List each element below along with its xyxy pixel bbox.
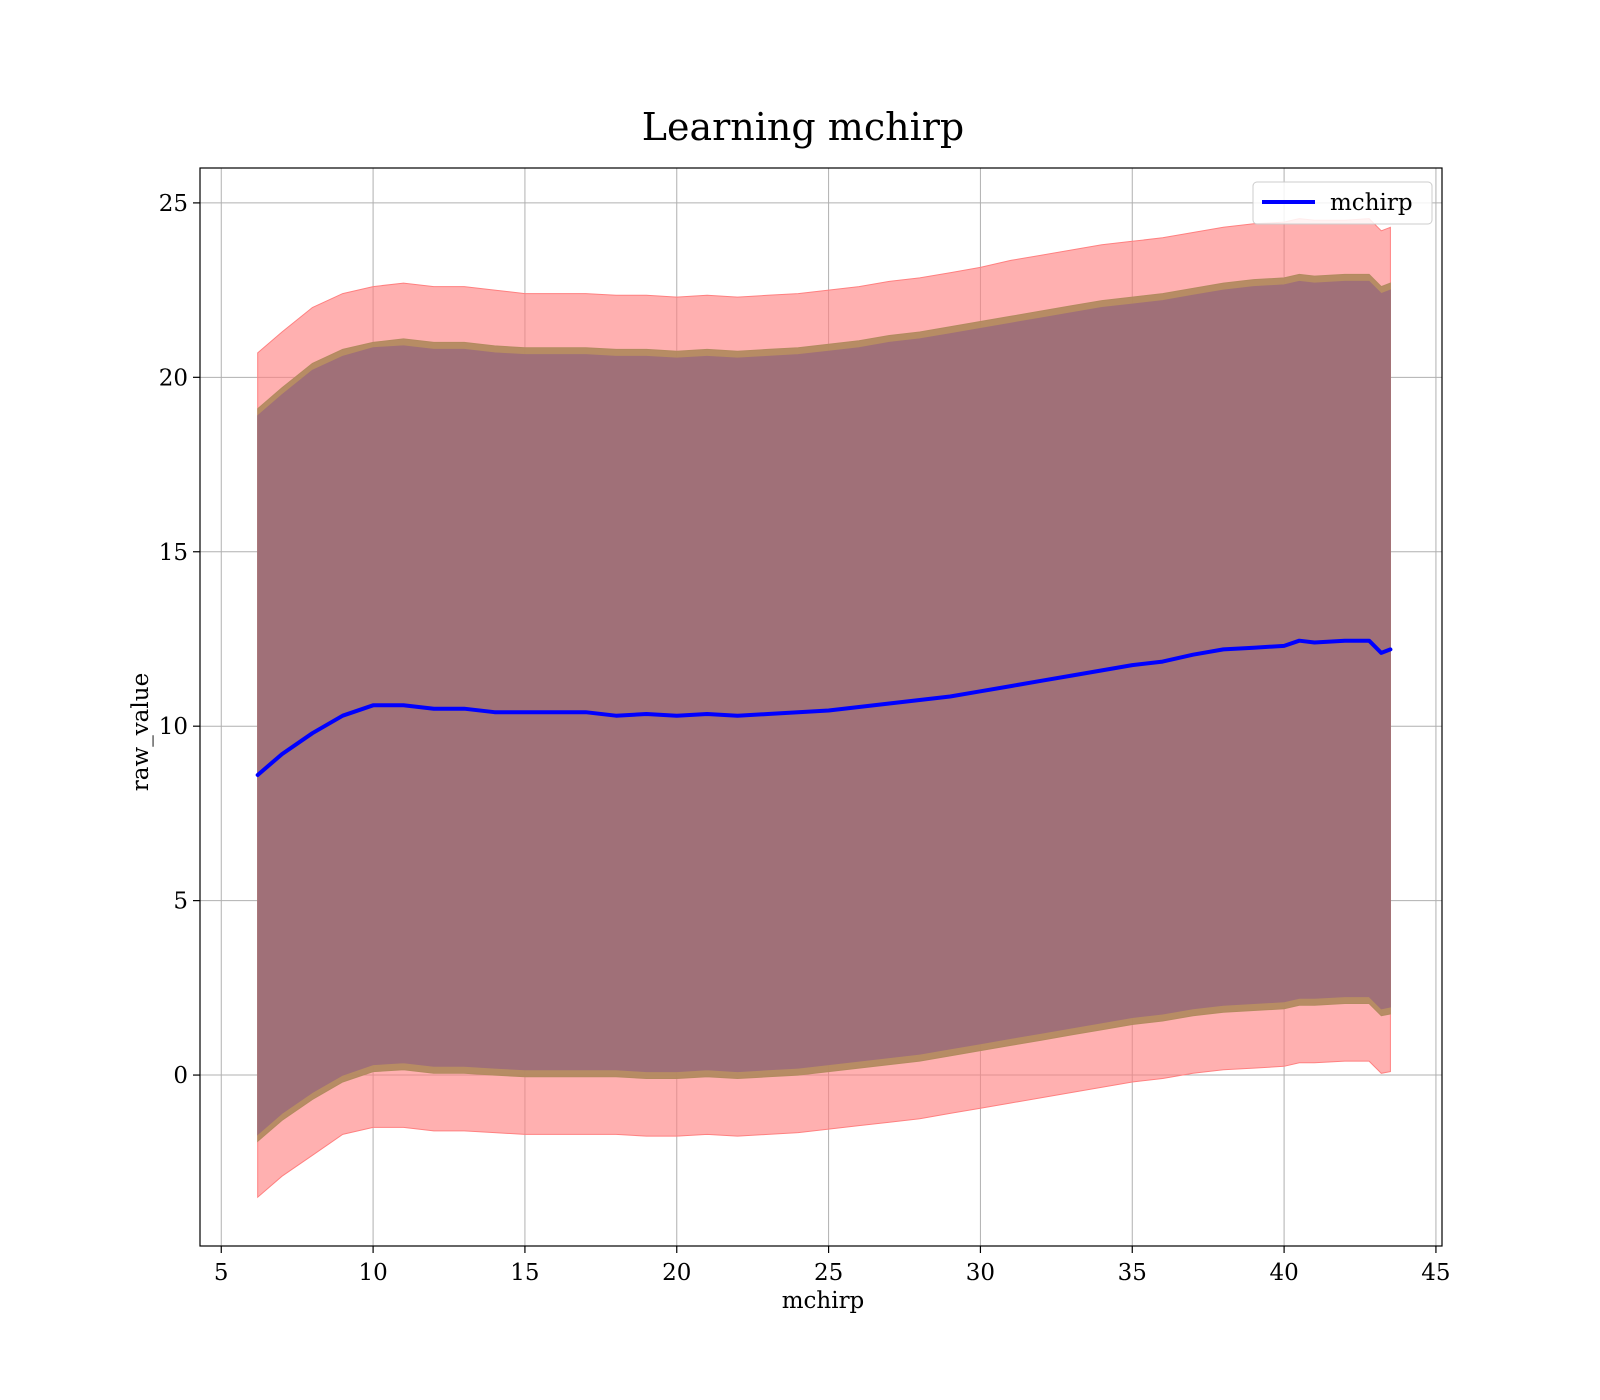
x-tick-label: 15 [510, 1260, 539, 1286]
chart-title: Learning mchirp [642, 105, 964, 149]
y-tick-label: 5 [173, 889, 188, 915]
x-tick-label: 10 [358, 1260, 387, 1286]
y-tick-label: 20 [159, 365, 188, 391]
x-axis-label: mchirp [782, 1288, 865, 1314]
x-tick-label: 45 [1421, 1260, 1450, 1286]
legend: mchirp [1252, 181, 1433, 225]
x-tick-label: 30 [966, 1260, 995, 1286]
y-axis-label: raw_value [128, 673, 154, 791]
y-tick-label: 15 [159, 540, 188, 566]
y-ticks: 0 5 10 15 20 25 [159, 191, 200, 1089]
bands [257, 218, 1391, 1199]
x-tick-label: 40 [1269, 1260, 1298, 1286]
x-tick-label: 35 [1118, 1260, 1147, 1286]
legend-box [1252, 181, 1433, 225]
y-tick-label: 10 [159, 714, 188, 740]
x-ticks: 5 10 15 20 25 30 35 40 45 [214, 1246, 1451, 1286]
x-tick-label: 25 [814, 1260, 843, 1286]
y-tick-label: 0 [173, 1063, 188, 1089]
legend-label: mchirp [1330, 190, 1413, 216]
plot-frame [199, 167, 1443, 1247]
series-line-group [255, 638, 1393, 777]
y-tick-label: 25 [159, 191, 188, 217]
series-line-mchirp [255, 638, 1393, 777]
inner-band [257, 280, 1391, 1136]
x-tick-label: 5 [214, 1260, 229, 1286]
x-tick-label: 20 [662, 1260, 691, 1286]
